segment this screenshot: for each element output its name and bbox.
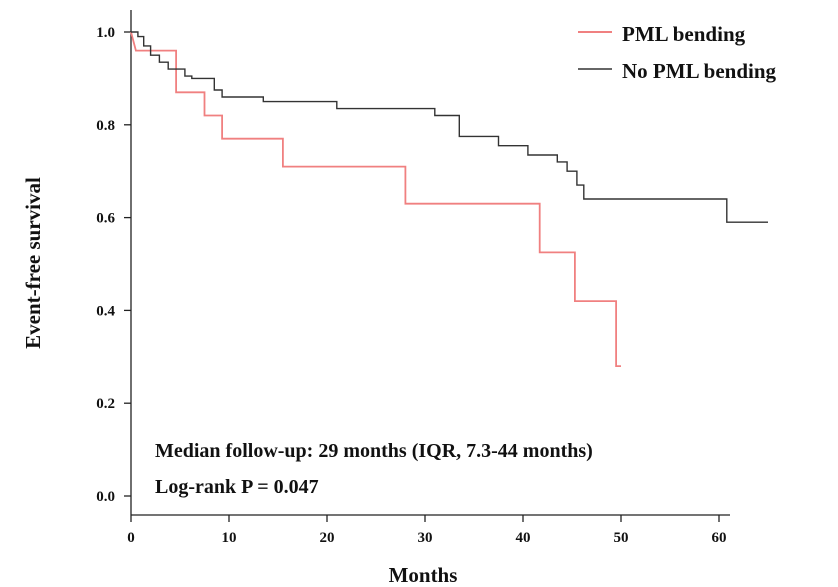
series-line-no-pml-bending [131, 31, 768, 223]
chart-legend: PML bending No PML bending [578, 22, 777, 83]
x-axis-title: Months [389, 563, 458, 587]
y-tick-label: 0.8 [96, 118, 115, 134]
survival-curves [130, 31, 768, 367]
y-axis-title: Event-free survival [21, 177, 45, 349]
x-tick-label: 60 [712, 530, 727, 546]
x-tick-label: 20 [320, 530, 335, 546]
y-tick-label: 1.0 [96, 25, 115, 41]
legend-label-no-pml-bending: No PML bending [622, 59, 777, 83]
x-tick-label: 50 [614, 530, 629, 546]
annotation-log-rank: Log-rank P = 0.047 [155, 476, 319, 498]
annotation-median-follow-up: Median follow-up: 29 months (IQR, 7.3-44… [155, 440, 593, 462]
y-tick-label: 0.2 [96, 396, 115, 412]
legend-label-pml-bending: PML bending [622, 22, 746, 46]
x-tick-label: 30 [418, 530, 433, 546]
x-tick-label: 0 [127, 530, 135, 546]
series-line-pml-bending [130, 31, 621, 367]
x-tick-label: 10 [222, 530, 237, 546]
chart-axes: 0.0 0.2 0.4 0.6 0.8 1.0 0 10 20 30 40 50 60 [96, 10, 730, 546]
y-tick-label: 0.6 [96, 211, 115, 227]
y-tick-label: 0.4 [96, 303, 115, 319]
x-tick-label: 40 [516, 530, 531, 546]
y-tick-label: 0.0 [96, 489, 115, 505]
